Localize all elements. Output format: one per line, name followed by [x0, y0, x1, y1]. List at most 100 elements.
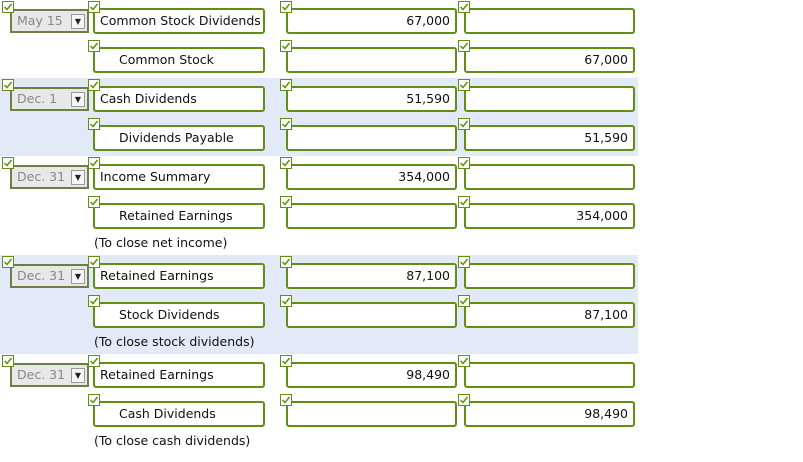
check-icon	[280, 79, 292, 91]
check-icon	[280, 40, 292, 52]
debit-input[interactable]	[286, 47, 457, 73]
check-icon	[88, 355, 100, 367]
check-svg	[2, 157, 14, 169]
check-icon	[2, 256, 14, 268]
debit-input[interactable]	[286, 401, 457, 427]
entry-note: (To close stock dividends)	[94, 334, 255, 349]
check-svg	[88, 157, 100, 169]
check-svg	[280, 40, 292, 52]
date-select[interactable]: Dec. 31 ▼	[10, 264, 89, 288]
check-svg	[2, 355, 14, 367]
entry-note: (To close cash dividends)	[94, 433, 251, 448]
check-icon	[88, 118, 100, 130]
date-select[interactable]: Dec. 31 ▼	[10, 165, 89, 189]
date-select[interactable]: Dec. 1 ▼	[10, 87, 89, 111]
debit-input[interactable]: 87,100	[286, 263, 457, 289]
check-icon	[280, 295, 292, 307]
check-svg	[280, 295, 292, 307]
date-select[interactable]: May 15 ▼	[10, 9, 89, 33]
account-input[interactable]: Common Stock	[93, 47, 265, 73]
dropdown-button[interactable]: ▼	[71, 368, 85, 383]
check-icon	[2, 355, 14, 367]
check-svg	[458, 40, 470, 52]
check-svg	[280, 79, 292, 91]
check-icon	[280, 118, 292, 130]
check-svg	[2, 256, 14, 268]
check-icon	[280, 196, 292, 208]
credit-input[interactable]: 51,590	[464, 125, 635, 151]
check-icon	[88, 295, 100, 307]
check-svg	[88, 295, 100, 307]
date-select[interactable]: Dec. 31 ▼	[10, 363, 89, 387]
check-svg	[458, 355, 470, 367]
check-svg	[2, 79, 14, 91]
check-svg	[88, 355, 100, 367]
check-icon	[458, 157, 470, 169]
check-svg	[458, 256, 470, 268]
check-svg	[280, 118, 292, 130]
check-svg	[280, 196, 292, 208]
check-svg	[280, 394, 292, 406]
check-icon	[88, 1, 100, 13]
dropdown-button[interactable]: ▼	[71, 14, 85, 29]
check-icon	[2, 1, 14, 13]
debit-input[interactable]: 98,490	[286, 362, 457, 388]
credit-input[interactable]	[464, 86, 635, 112]
account-input[interactable]: Stock Dividends	[93, 302, 265, 328]
debit-input[interactable]: 51,590	[286, 86, 457, 112]
check-icon	[458, 256, 470, 268]
account-input[interactable]: Retained Earnings	[93, 362, 265, 388]
debit-input[interactable]: 354,000	[286, 164, 457, 190]
check-icon	[2, 79, 14, 91]
check-icon	[280, 157, 292, 169]
check-svg	[88, 79, 100, 91]
credit-input[interactable]	[464, 263, 635, 289]
check-icon	[280, 256, 292, 268]
dropdown-button[interactable]: ▼	[71, 92, 85, 107]
check-svg	[88, 118, 100, 130]
account-input[interactable]: Cash Dividends	[93, 401, 265, 427]
check-icon	[458, 355, 470, 367]
account-input[interactable]: Income Summary	[93, 164, 265, 190]
account-input[interactable]: Dividends Payable	[93, 125, 265, 151]
account-input[interactable]: Retained Earnings	[93, 203, 265, 229]
check-icon	[458, 1, 470, 13]
account-input[interactable]: Retained Earnings	[93, 263, 265, 289]
debit-input[interactable]	[286, 203, 457, 229]
check-icon	[458, 79, 470, 91]
check-icon	[88, 196, 100, 208]
check-icon	[458, 196, 470, 208]
dropdown-button[interactable]: ▼	[71, 170, 85, 185]
check-svg	[88, 256, 100, 268]
check-svg	[458, 118, 470, 130]
check-icon	[88, 394, 100, 406]
check-icon	[458, 394, 470, 406]
check-svg	[458, 295, 470, 307]
debit-input[interactable]	[286, 302, 457, 328]
account-input[interactable]: Cash Dividends	[93, 86, 265, 112]
check-svg	[458, 157, 470, 169]
credit-input[interactable]: 98,490	[464, 401, 635, 427]
check-icon	[458, 40, 470, 52]
check-svg	[280, 157, 292, 169]
credit-input[interactable]: 67,000	[464, 47, 635, 73]
entry-note: (To close net income)	[94, 235, 228, 250]
debit-input[interactable]: 67,000	[286, 8, 457, 34]
credit-input[interactable]: 87,100	[464, 302, 635, 328]
check-icon	[88, 157, 100, 169]
credit-input[interactable]	[464, 164, 635, 190]
credit-input[interactable]	[464, 362, 635, 388]
check-svg	[88, 196, 100, 208]
dropdown-button[interactable]: ▼	[71, 269, 85, 284]
check-svg	[458, 1, 470, 13]
credit-input[interactable]	[464, 8, 635, 34]
check-icon	[2, 157, 14, 169]
check-svg	[458, 79, 470, 91]
check-icon	[280, 355, 292, 367]
check-svg	[88, 40, 100, 52]
debit-input[interactable]	[286, 125, 457, 151]
check-icon	[458, 118, 470, 130]
credit-input[interactable]: 354,000	[464, 203, 635, 229]
account-input[interactable]: Common Stock Dividends	[93, 8, 265, 34]
